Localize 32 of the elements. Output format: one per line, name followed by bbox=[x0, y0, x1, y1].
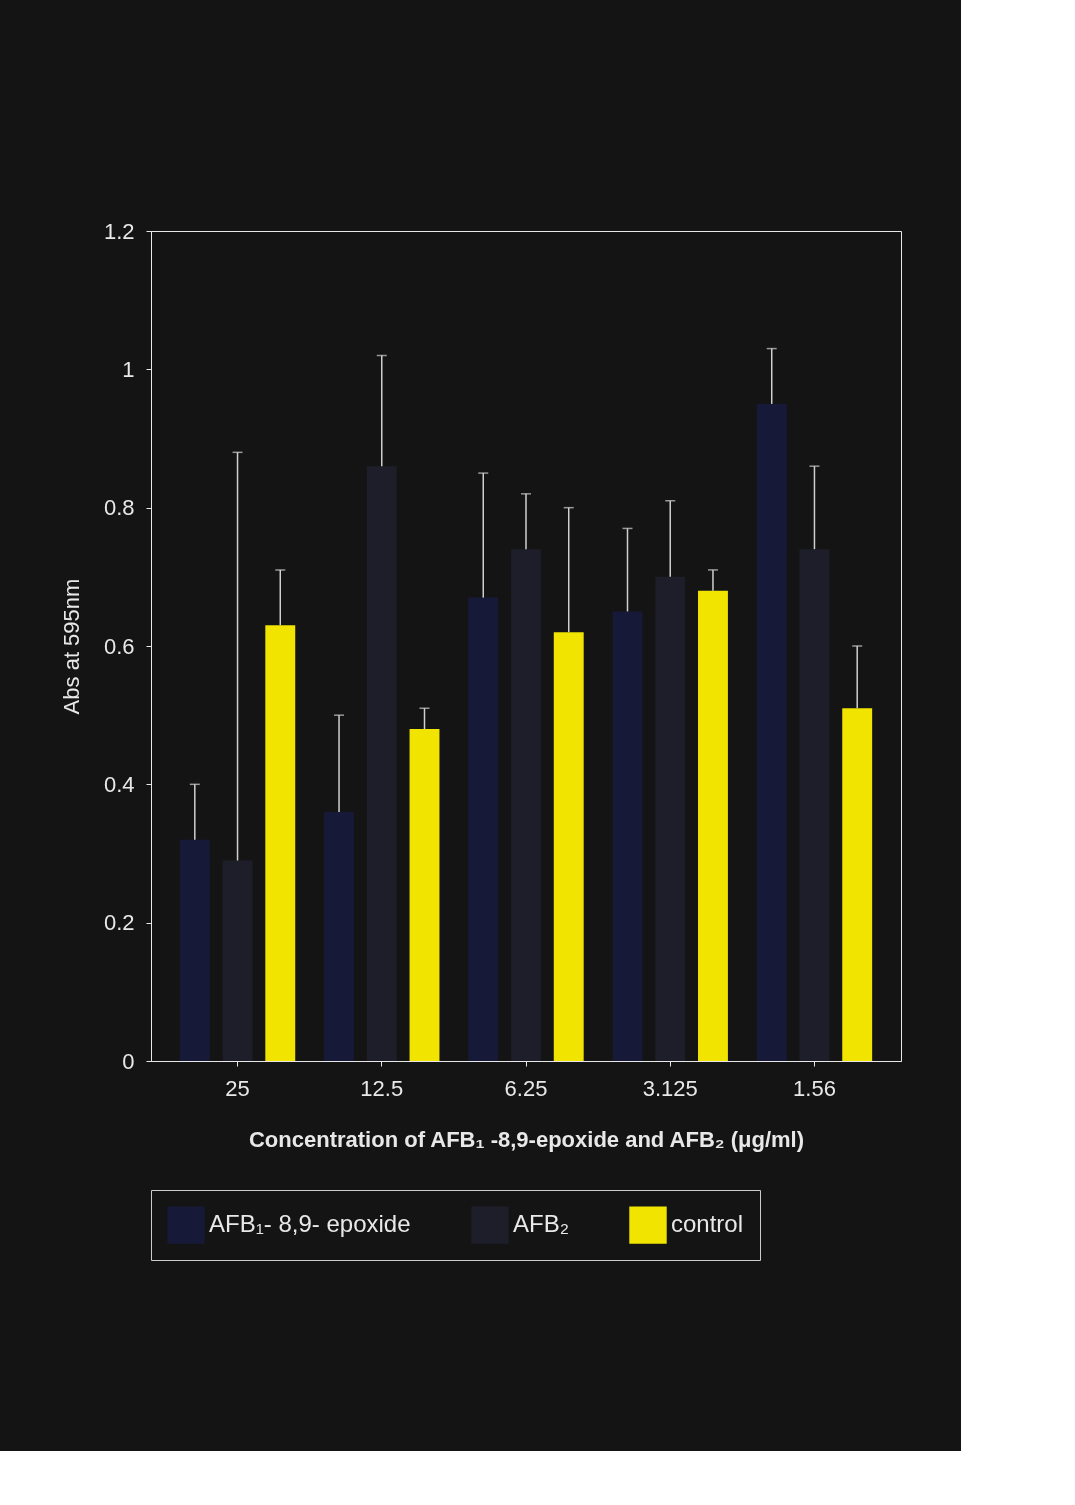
bar bbox=[698, 590, 728, 1061]
bar bbox=[655, 576, 686, 1061]
legend-label: control bbox=[671, 1210, 744, 1238]
bar bbox=[324, 812, 354, 1061]
y-tick-label: 0.8 bbox=[103, 495, 135, 521]
x-tick-label: 3.125 bbox=[642, 1075, 698, 1101]
x-tick-label: 12.5 bbox=[360, 1075, 404, 1101]
y-tick-label: 1.2 bbox=[103, 218, 135, 244]
x-tick-label: 1.56 bbox=[793, 1075, 836, 1101]
bar bbox=[756, 403, 787, 1061]
y-tick-label: 0 bbox=[122, 1048, 135, 1074]
bar bbox=[553, 632, 584, 1061]
bar bbox=[179, 839, 210, 1061]
bar bbox=[265, 625, 296, 1061]
bar bbox=[222, 860, 253, 1061]
y-tick-label: 0.2 bbox=[103, 910, 135, 936]
x-tick-label: 6.25 bbox=[504, 1075, 548, 1101]
bar bbox=[842, 708, 873, 1061]
y-tick-label: 0.4 bbox=[103, 771, 135, 797]
bar bbox=[799, 549, 830, 1061]
bar bbox=[366, 466, 397, 1061]
bar bbox=[511, 549, 541, 1061]
x-axis-title: Concentration of AFB₁ -8,9-epoxide and AFB₂ (μg/ml) bbox=[248, 1126, 805, 1152]
legend-label: AFB₁- 8,9- epoxide bbox=[209, 1210, 411, 1238]
bar bbox=[612, 611, 643, 1061]
y-tick-label: 0.6 bbox=[103, 633, 135, 659]
y-tick-label: 1 bbox=[122, 356, 135, 382]
legend-label: AFB₂ bbox=[513, 1210, 569, 1238]
bar bbox=[468, 597, 499, 1061]
y-axis-title: Abs at 595nm bbox=[58, 578, 84, 715]
bar bbox=[409, 729, 440, 1061]
x-tick-label: 25 bbox=[225, 1075, 250, 1101]
